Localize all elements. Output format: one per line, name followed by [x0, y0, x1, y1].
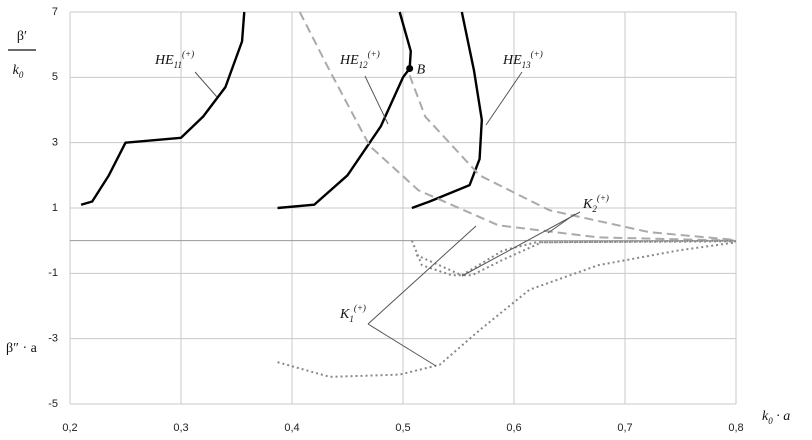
curve — [277, 11, 412, 210]
x-tick-label: 0,5 — [395, 422, 410, 434]
y-tick-label: 7 — [52, 6, 58, 18]
x-tick-label: 0,6 — [506, 422, 521, 434]
y-tick-label: 3 — [52, 137, 58, 149]
leader-line — [367, 323, 437, 367]
annotation: HE11(+) — [154, 49, 194, 70]
x-tick-label: 0,8 — [728, 422, 743, 434]
point — [406, 65, 414, 73]
x-tick-label: 0,7 — [617, 422, 632, 434]
plot — [80, 11, 737, 378]
y-tick-label: 5 — [52, 71, 58, 83]
curve — [408, 75, 737, 242]
curve — [410, 239, 737, 277]
annotation-text: K — [582, 197, 593, 212]
leader-line — [547, 213, 576, 234]
annotation: HE13(+) — [502, 49, 543, 70]
leader-line — [461, 211, 581, 277]
annotation: K1(+) — [339, 303, 366, 324]
point-label: B — [417, 63, 426, 78]
leader-line — [364, 75, 389, 125]
annotation: K2(+) — [582, 193, 609, 214]
x-axis-title-rest: · a — [773, 409, 791, 424]
annotation-sup: (+) — [531, 49, 543, 59]
annotation-text: HE — [339, 53, 359, 68]
annotation-sub: 1 — [349, 314, 354, 324]
annotation-sup: (+) — [597, 193, 609, 203]
y-tick-label: -1 — [48, 267, 58, 279]
x-tick-label: 0,2 — [62, 422, 77, 434]
y-axis-title-text: k — [13, 63, 20, 78]
annotation-text: K — [339, 307, 350, 322]
annotation-sub: 2 — [592, 204, 597, 214]
y-axis-title: k0 — [13, 63, 24, 80]
annotation-sup: (+) — [368, 49, 380, 59]
y-tick-label: -5 — [48, 398, 58, 410]
x-axis-title-text: k — [762, 409, 769, 424]
curve — [415, 240, 737, 277]
leader-line — [367, 225, 477, 325]
annotation-text: HE — [154, 53, 174, 68]
x-tick-label: 0,3 — [173, 422, 188, 434]
annotation-text: HE — [502, 53, 522, 68]
y-axis-title-sub: 0 — [19, 70, 24, 80]
leader-line — [194, 71, 218, 98]
curve — [80, 11, 246, 206]
curve — [411, 11, 484, 210]
y-tick-label: -3 — [48, 333, 58, 345]
x-axis-title: k0 · a — [762, 409, 790, 426]
annotation-sub: 13 — [522, 60, 532, 70]
leader-line — [485, 71, 523, 126]
annotation-sub: 11 — [174, 60, 182, 70]
y-axis-title-2: β″ · a — [6, 341, 38, 356]
annotation-sup: (+) — [354, 303, 366, 313]
y-tick-label: 1 — [52, 202, 58, 214]
x-axis-title-sub: 0 — [768, 416, 773, 426]
curve — [298, 11, 737, 242]
annotation-sup: (+) — [182, 49, 194, 59]
annotation: HE12(+) — [339, 49, 380, 70]
y-axis-title: β′ — [17, 29, 27, 44]
x-tick-label: 0,4 — [284, 422, 299, 434]
annotation-sub: 12 — [359, 60, 369, 70]
